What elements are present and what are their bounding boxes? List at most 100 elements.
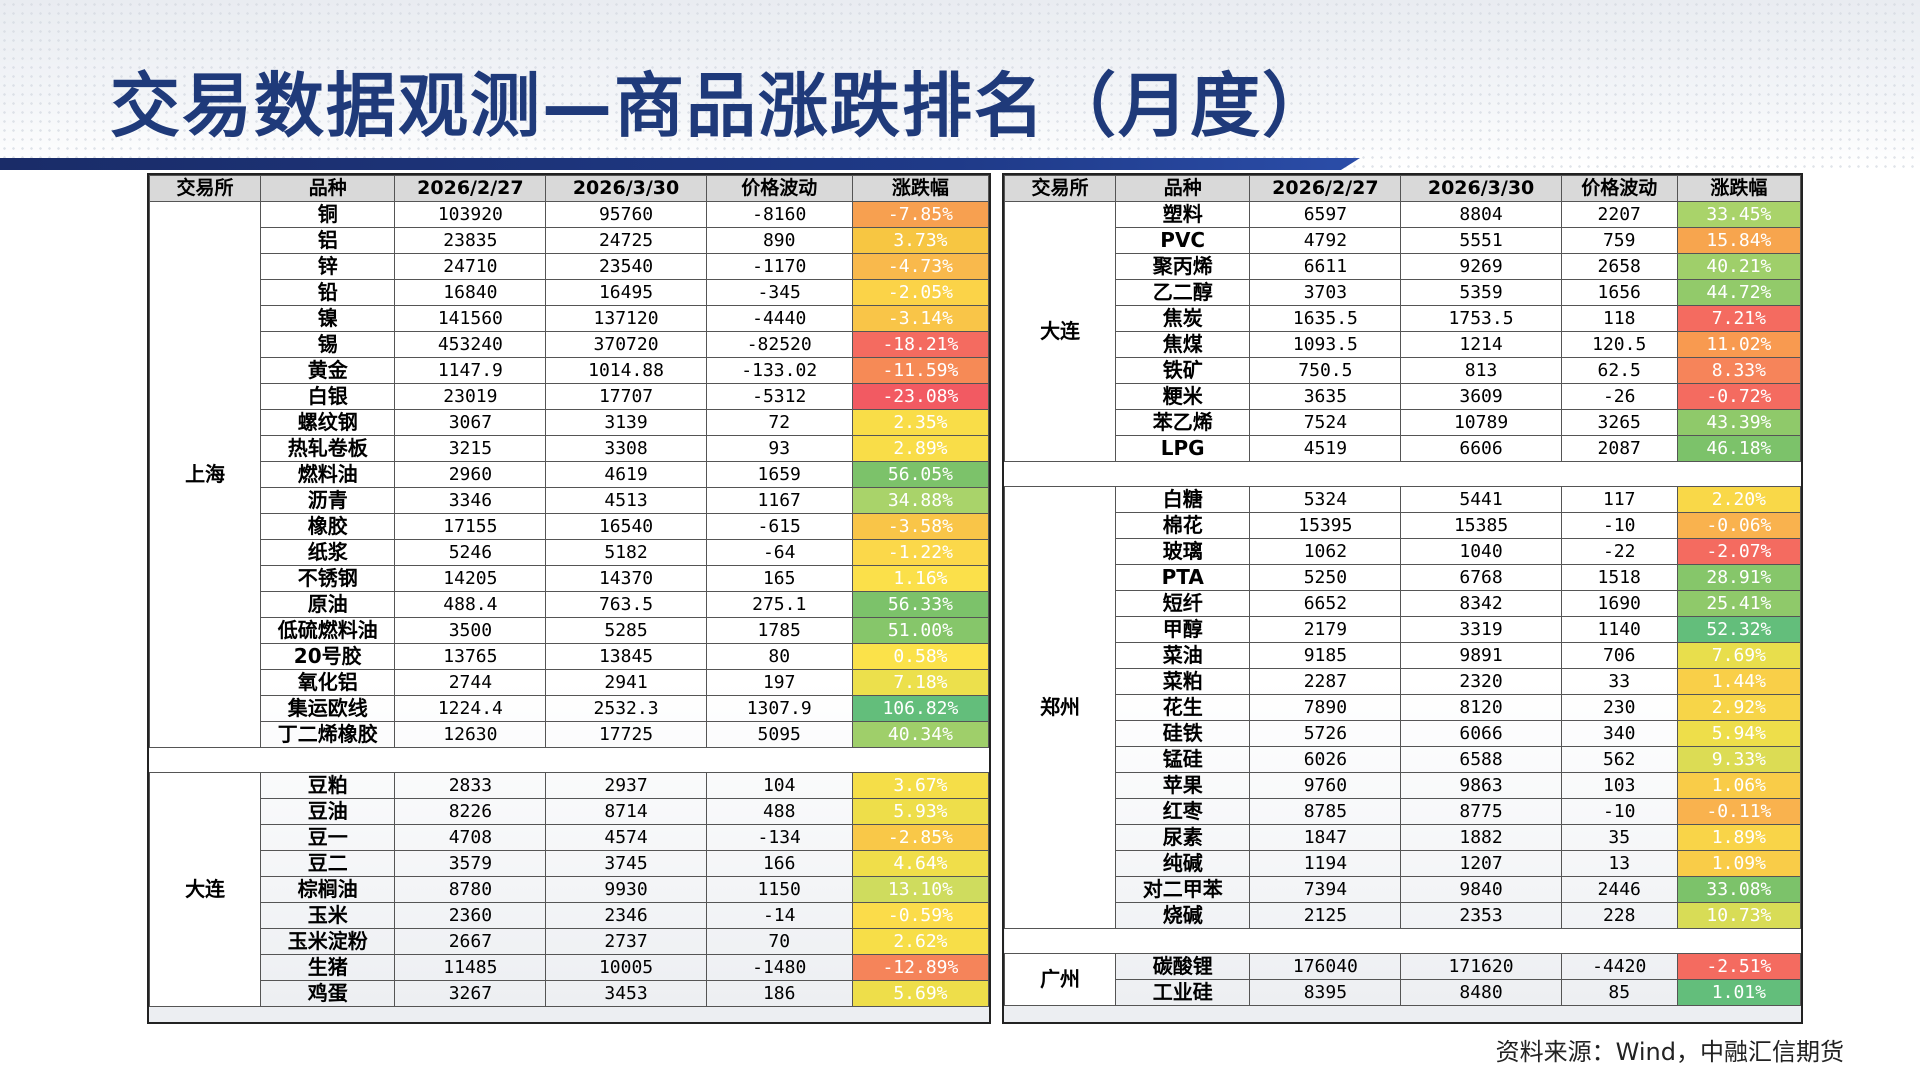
- pct-change-cell: 34.88%: [851, 487, 989, 514]
- price-date2-cell: 1753.5: [1400, 305, 1562, 332]
- variety-cell: 棉花: [1115, 512, 1251, 539]
- table-row: 红枣 8785 8775 -10 -0.11%: [1005, 798, 1801, 825]
- price-date1-cell: 1093.5: [1249, 331, 1402, 358]
- price-date2-cell: 813: [1400, 357, 1562, 384]
- variety-cell: 纸浆: [260, 539, 396, 566]
- price-date1-cell: 24710: [394, 253, 547, 280]
- variety-cell: 氧化铝: [260, 669, 396, 696]
- variety-cell: 锌: [260, 253, 396, 280]
- price-date1-cell: 3267: [394, 980, 547, 1007]
- exchange-cell: 郑州: [1004, 486, 1117, 929]
- price-change-cell: 62.5: [1560, 357, 1678, 384]
- price-date1-cell: 1635.5: [1249, 305, 1402, 332]
- pct-change-cell: 8.33%: [1676, 357, 1801, 384]
- price-date1-cell: 2125: [1249, 902, 1402, 929]
- price-date2-cell: 2737: [545, 928, 707, 955]
- price-change-cell: -345: [705, 279, 853, 306]
- table-row: 热轧卷板 3215 3308 93 2.89%: [150, 435, 989, 462]
- col-header-date2: 2026/3/30: [1400, 175, 1562, 202]
- table-row: 纸浆 5246 5182 -64 -1.22%: [150, 539, 989, 566]
- variety-cell: 镍: [260, 305, 396, 332]
- pct-change-cell: 1.09%: [1676, 850, 1801, 877]
- price-date1-cell: 17155: [394, 513, 547, 540]
- table-row: 花生 7890 8120 230 2.92%: [1005, 694, 1801, 721]
- variety-cell: PTA: [1115, 564, 1251, 591]
- pct-change-cell: 3.73%: [851, 227, 989, 254]
- price-date2-cell: 171620: [1400, 953, 1562, 980]
- table-row: 螺纹钢 3067 3139 72 2.35%: [150, 409, 989, 436]
- variety-cell: 螺纹钢: [260, 409, 396, 436]
- col-header-date1: 2026/2/27: [1249, 175, 1402, 202]
- price-date1-cell: 1224.4: [394, 695, 547, 722]
- price-date1-cell: 103920: [394, 201, 547, 228]
- variety-cell: 丁二烯橡胶: [260, 721, 396, 748]
- price-date2-cell: 9269: [1400, 253, 1562, 280]
- price-change-cell: -26: [1560, 383, 1678, 410]
- col-header-pct: 涨跌幅: [851, 175, 989, 202]
- table-row: 集运欧线 1224.4 2532.3 1307.9 106.82%: [150, 695, 989, 722]
- pct-change-cell: 56.05%: [851, 461, 989, 488]
- table-row: 玉米淀粉 2667 2737 70 2.62%: [150, 928, 989, 955]
- price-change-cell: 1518: [1560, 564, 1678, 591]
- price-date2-cell: 15385: [1400, 512, 1562, 539]
- variety-cell: 苹果: [1115, 772, 1251, 799]
- pct-change-cell: 1.89%: [1676, 824, 1801, 851]
- price-date2-cell: 137120: [545, 305, 707, 332]
- price-date1-cell: 4792: [1249, 227, 1402, 254]
- price-change-cell: 3265: [1560, 409, 1678, 436]
- price-date1-cell: 7890: [1249, 694, 1402, 721]
- variety-cell: 菜粕: [1115, 668, 1251, 695]
- left-header-row: 交易所 品种 2026/2/27 2026/3/30 价格波动 涨跌幅: [149, 175, 989, 202]
- price-date1-cell: 3346: [394, 487, 547, 514]
- table-row: PVC 4792 5551 759 15.84%: [1005, 227, 1801, 254]
- table-row: 大连 豆粕 2833 2937 104 3.67%: [149, 772, 989, 1007]
- pct-change-cell: 11.02%: [1676, 331, 1801, 358]
- price-date2-cell: 4619: [545, 461, 707, 488]
- col-header-change: 价格波动: [1560, 175, 1678, 202]
- table-row: 锰硅 6026 6588 562 9.33%: [1005, 746, 1801, 773]
- price-date2-cell: 370720: [545, 331, 707, 358]
- table-row: 纯碱 1194 1207 13 1.09%: [1005, 850, 1801, 877]
- pct-change-cell: 25.41%: [1676, 590, 1801, 617]
- variety-cell: 鸡蛋: [260, 980, 396, 1007]
- price-change-cell: -133.02: [705, 357, 853, 384]
- price-change-cell: 2658: [1560, 253, 1678, 280]
- price-date1-cell: 453240: [394, 331, 547, 358]
- group-spacer: [1004, 461, 1801, 487]
- price-date1-cell: 3067: [394, 409, 547, 436]
- price-date1-cell: 8780: [394, 876, 547, 903]
- pct-change-cell: 33.45%: [1676, 201, 1801, 228]
- table-row: 焦煤 1093.5 1214 120.5 11.02%: [1005, 331, 1801, 358]
- table-row: 白银 23019 17707 -5312 -23.08%: [150, 383, 989, 410]
- price-date1-cell: 8226: [394, 798, 547, 825]
- price-date1-cell: 3500: [394, 617, 547, 644]
- exchange-cell: 大连: [1004, 201, 1117, 462]
- price-change-cell: 166: [705, 850, 853, 877]
- variety-cell: 豆二: [260, 850, 396, 877]
- variety-cell: 塑料: [1115, 201, 1251, 228]
- pct-change-cell: -4.73%: [851, 253, 989, 280]
- price-date2-cell: 10005: [545, 954, 707, 981]
- pct-change-cell: 1.16%: [851, 565, 989, 592]
- price-date1-cell: 488.4: [394, 591, 547, 618]
- price-date1-cell: 11485: [394, 954, 547, 981]
- table-row: 上海铜 103920 95760 -8160 -7.85%: [149, 201, 989, 748]
- table-row: 铁矿 750.5 813 62.5 8.33%: [1005, 357, 1801, 384]
- col-header-change: 价格波动: [705, 175, 853, 202]
- price-date1-cell: 2667: [394, 928, 547, 955]
- pct-change-cell: 2.20%: [1676, 486, 1801, 513]
- variety-cell: 铜: [260, 201, 396, 228]
- price-date2-cell: 1040: [1400, 538, 1562, 565]
- group-spacer: [149, 747, 989, 773]
- price-date1-cell: 8395: [1249, 979, 1402, 1006]
- exchange-cell: 大连: [149, 772, 262, 1007]
- price-date1-cell: 6597: [1249, 201, 1402, 228]
- pct-change-cell: 2.89%: [851, 435, 989, 462]
- price-change-cell: -10: [1560, 798, 1678, 825]
- price-change-cell: 120.5: [1560, 331, 1678, 358]
- price-change-cell: -82520: [705, 331, 853, 358]
- pct-change-cell: 52.32%: [1676, 616, 1801, 643]
- price-change-cell: 1656: [1560, 279, 1678, 306]
- variety-cell: 豆粕: [260, 772, 396, 799]
- variety-cell: 菜油: [1115, 642, 1251, 669]
